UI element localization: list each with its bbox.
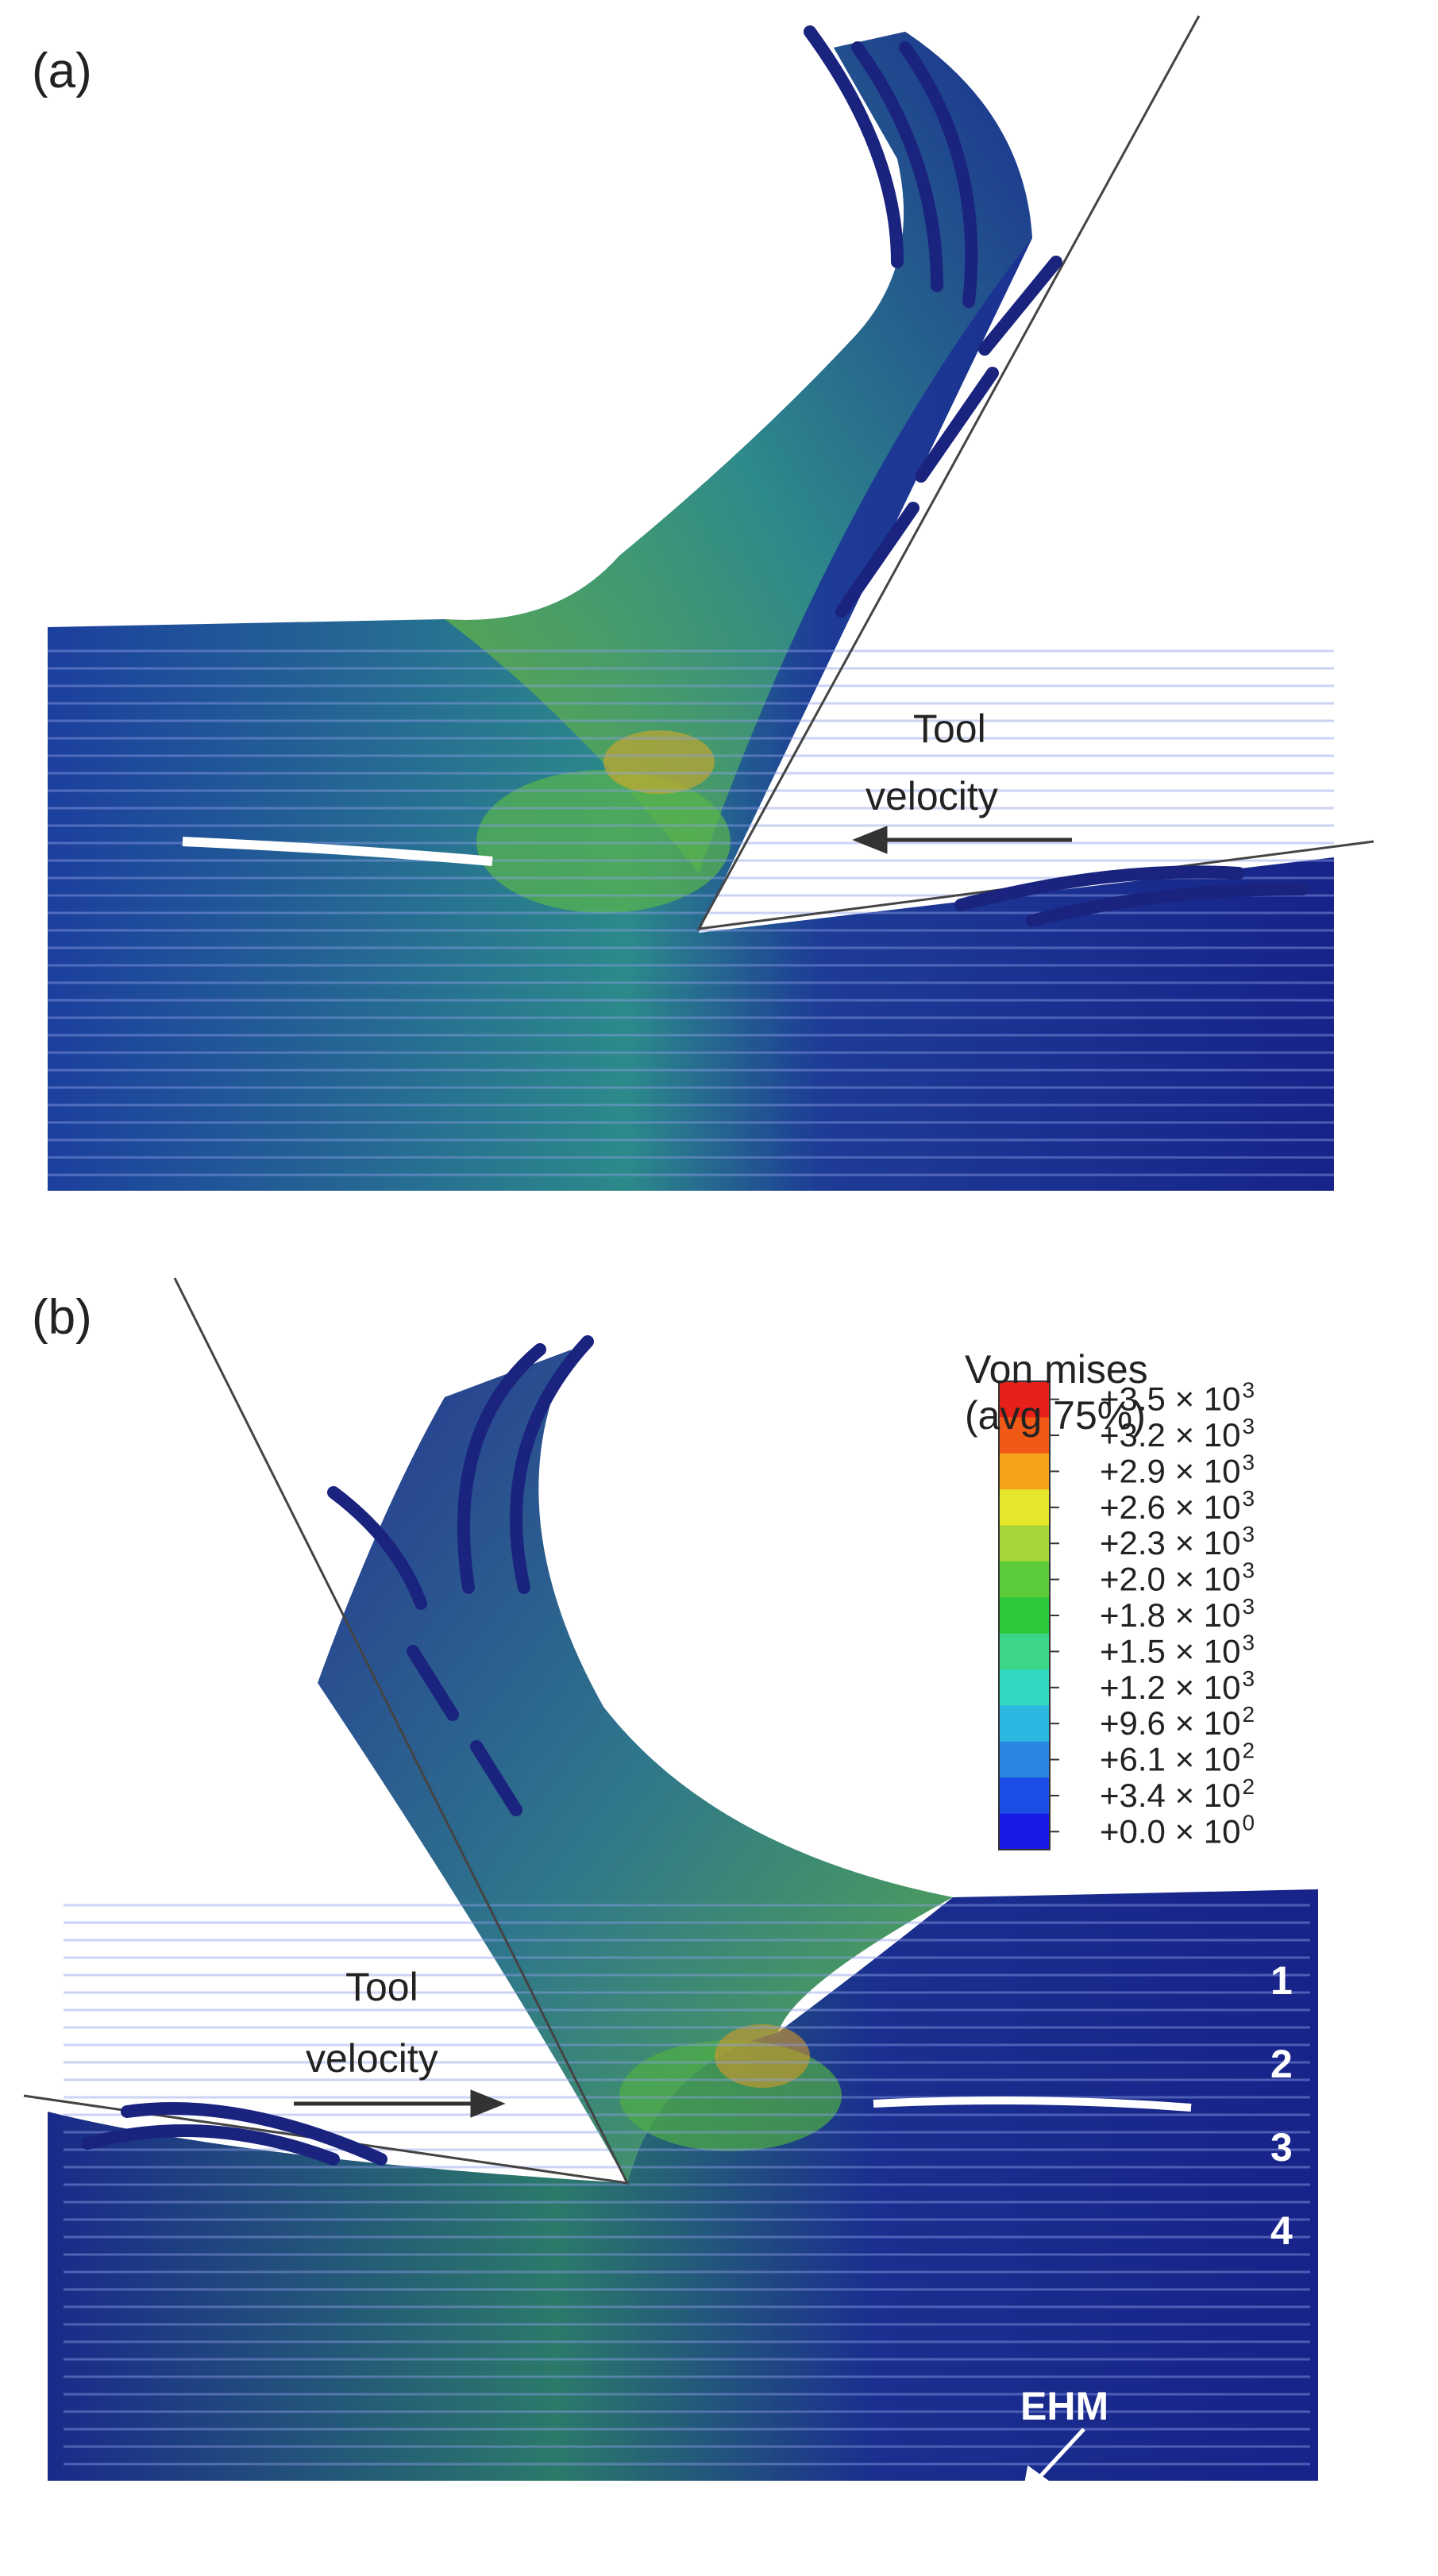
legend-exponent: 3 — [1243, 1630, 1255, 1654]
legend-exponent: 2 — [1243, 1739, 1255, 1763]
legend-label: +3.2 × 10 — [1100, 1416, 1241, 1454]
legend-swatch — [999, 1669, 1050, 1706]
panel-a-simulation — [48, 15, 1374, 1191]
legend-title: Von mises — [965, 1347, 1148, 1392]
layer-label: 4 — [1270, 2208, 1293, 2253]
legend-label: +2.3 × 10 — [1100, 1524, 1241, 1561]
legend-swatch — [999, 1705, 1050, 1742]
legend-label: +2.9 × 10 — [1100, 1452, 1241, 1489]
tool-velocity: velocity — [306, 2036, 438, 2081]
legend-swatch — [999, 1417, 1050, 1454]
tool-velocity: Tool — [345, 1965, 418, 2009]
legend-exponent: 0 — [1243, 1810, 1255, 1835]
legend-label: +1.2 × 10 — [1100, 1669, 1241, 1706]
layer-label: 2 — [1270, 2042, 1293, 2086]
legend-label: +6.1 × 10 — [1100, 1741, 1241, 1778]
layer-label: 1 — [1270, 1958, 1293, 2003]
legend-exponent: 3 — [1243, 1522, 1255, 1546]
legend-swatch — [999, 1561, 1050, 1598]
legend-exponent: 3 — [1243, 1666, 1255, 1691]
legend-swatch — [999, 1381, 1050, 1418]
legend-label: +9.6 × 10 — [1100, 1704, 1241, 1742]
legend-exponent: 2 — [1243, 1774, 1255, 1799]
tool-velocity: velocity — [865, 774, 998, 818]
legend-label: +2.6 × 10 — [1100, 1488, 1241, 1526]
legend-swatch — [999, 1453, 1050, 1490]
legend-exponent: 3 — [1243, 1594, 1255, 1619]
legend-exponent: 3 — [1243, 1486, 1255, 1511]
legend-label: +1.8 × 10 — [1100, 1596, 1241, 1634]
legend-label: +2.0 × 10 — [1100, 1561, 1241, 1598]
legend-swatch — [999, 1525, 1050, 1562]
legend-swatch — [999, 1633, 1050, 1670]
legend-exponent: 3 — [1243, 1414, 1255, 1438]
panel-label: (a) — [32, 44, 92, 98]
panel-b-simulation — [23, 1277, 1318, 2481]
tool-velocity: Tool — [913, 707, 986, 751]
legend-label: +3.4 × 10 — [1100, 1777, 1241, 1814]
legend: +3.5 × 10 3+3.2 × 10 3+2.9 × 10 3+2.6 × 10 3… — [998, 1378, 1255, 1850]
legend-exponent: 3 — [1243, 1450, 1255, 1474]
legend-title: (avg 75%) — [965, 1393, 1146, 1438]
legend-label: +3.5 × 10 — [1100, 1380, 1241, 1418]
panel-label: (b) — [32, 1290, 92, 1345]
legend-exponent: 3 — [1243, 1558, 1255, 1583]
arrows — [294, 826, 1085, 2498]
legend-exponent: 3 — [1243, 1378, 1255, 1403]
legend-swatch — [999, 1777, 1050, 1815]
layer-label: 3 — [1270, 2125, 1293, 2170]
legend-label: +1.5 × 10 — [1100, 1632, 1241, 1669]
ehm-label: EHM — [1020, 2384, 1108, 2428]
legend-swatch — [999, 1813, 1050, 1850]
legend-swatch — [999, 1597, 1050, 1635]
legend-exponent: 2 — [1243, 1702, 1255, 1727]
legend-swatch — [999, 1741, 1050, 1778]
legend-label: +0.0 × 10 — [1100, 1812, 1241, 1850]
legend-swatch — [999, 1489, 1050, 1527]
